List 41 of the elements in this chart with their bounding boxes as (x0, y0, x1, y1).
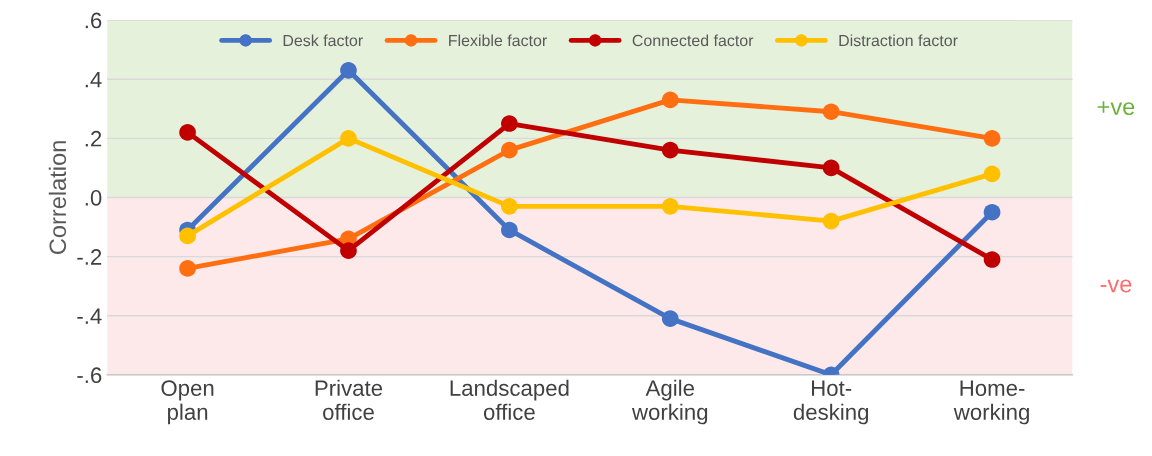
point (822, 159, 840, 177)
x-tick-label: Hot- desking (793, 380, 869, 425)
point (983, 251, 1001, 268)
y-tick-label: -.2 (77, 249, 102, 265)
point (340, 61, 357, 79)
point (661, 91, 679, 109)
band-label: -ve (1100, 279, 1132, 293)
x-tick-label: Open plan (161, 380, 214, 425)
point (501, 115, 518, 132)
x-tick-label: Private office (315, 379, 383, 420)
band-label: +ve (1097, 101, 1135, 116)
y-tick-label: .6 (85, 12, 102, 29)
y-tick-label: .0 (85, 189, 102, 206)
legend-label: Desk factor (283, 34, 363, 47)
point (661, 310, 679, 327)
point (983, 165, 1001, 183)
legend-label: Distraction factor (839, 34, 958, 47)
point (983, 203, 1001, 221)
point (340, 129, 357, 147)
point (983, 129, 1001, 147)
point (179, 260, 196, 277)
point (179, 124, 196, 141)
point (661, 197, 679, 215)
y-tick-label: -.6 (77, 367, 102, 384)
point (501, 197, 518, 215)
legend-label: Flexible factor (449, 34, 547, 47)
y-tick-label: .4 (85, 71, 102, 88)
point (179, 227, 196, 245)
y-axis-title: Correlation (48, 141, 67, 254)
point (501, 221, 518, 239)
point (661, 141, 679, 159)
y-tick-label: -.4 (77, 308, 102, 324)
point (501, 141, 518, 159)
point (822, 103, 840, 121)
x-tick-label: Home- working (953, 380, 1029, 425)
x-tick-label: Agile working (631, 379, 708, 425)
point (340, 242, 357, 259)
point (822, 212, 840, 230)
legend-label: Connected factor (632, 34, 754, 47)
y-tick-label: .2 (85, 130, 102, 147)
x-tick-label: Landscaped office (450, 379, 569, 420)
